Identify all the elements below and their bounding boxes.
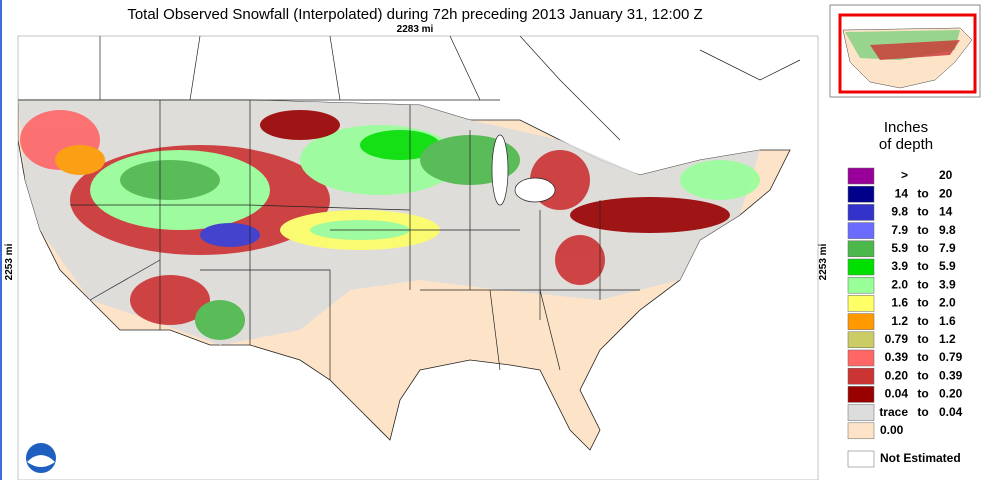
legend-label: 5.9 [939,259,956,273]
inset-frame [838,13,977,94]
legend-label: 0.79 [939,350,963,364]
legend-label: 7.9 [891,223,908,237]
legend-swatch [847,367,875,385]
legend-label: 7.9 [939,241,956,255]
legend-swatch [847,258,875,276]
legend-label: 1.2 [891,314,908,328]
legend-label: 2.0 [891,277,908,291]
legend-label: 0.39 [939,368,963,382]
legend-swatch [847,167,875,185]
legend-label: 9.8 [939,223,956,237]
legend-label: 1.6 [891,296,908,310]
logo-wave [27,455,55,467]
legend-label: 0.39 [885,350,909,364]
legend-swatch [847,295,875,312]
legend-label: to [917,332,928,346]
legend-label: 1.2 [939,332,956,346]
legend-label: 3.9 [939,277,956,291]
legend-label: 9.8 [891,205,908,219]
legend-swatch [847,349,875,367]
legend-label: 0.20 [885,368,909,382]
width-label: 2283 mi [397,24,434,35]
legend-swatch [847,185,875,203]
legend-label: Not Estimated [880,451,961,465]
legend-swatch [847,422,875,440]
legend-label: 14 [895,186,909,200]
legend-label: 0.20 [939,387,963,401]
legend-swatch [847,313,875,330]
legend-swatch [847,450,875,468]
legend-label: to [917,259,928,273]
height-label: 2253 mi [4,243,15,280]
legend-label: 0.04 [939,405,963,419]
legend-swatch [847,276,875,294]
legend-title: Inches [884,119,928,136]
legend-label: 20 [939,168,953,182]
map [17,35,819,481]
legend-label: 3.9 [891,259,908,273]
legend-label: 5.9 [891,241,908,255]
legend-label: to [917,314,928,328]
legend-label: to [917,223,928,237]
legend-label: 14 [939,205,953,219]
inset-map [829,4,981,98]
legend-swatch [847,386,875,403]
legend-swatch [847,331,875,349]
map-title: Total Observed Snowfall (Interpolated) d… [127,6,702,23]
legend-title: of depth [879,136,933,153]
legend-label: to [917,405,928,419]
legend-label: 0.04 [885,387,909,401]
legend-label: to [917,186,928,200]
legend-label: to [917,241,928,255]
legend: >20 14 to 20 9.8 to 14 7.9 to 9.8 5.9 to 7.9 3.9 to 5.9… [847,167,963,468]
legend-swatch [847,204,875,221]
legend-label: 2.0 [939,296,956,310]
height-label: 2253 mi [818,243,829,280]
legend-label: trace [879,405,908,419]
legend-label: 20 [939,186,953,200]
legend-label: 1.6 [939,314,956,328]
legend-label: to [917,350,928,364]
legend-label: to [917,296,928,310]
legend-label: 0.79 [885,332,909,346]
legend-label: to [917,387,928,401]
legend-label: > [901,168,908,182]
legend-swatch [847,222,875,239]
legend-label: 0.00 [880,423,904,437]
legend-label: to [917,205,928,219]
legend-swatch [847,404,875,421]
legend-label: to [917,277,928,291]
legend-swatch [847,240,875,258]
legend-label: to [917,368,928,382]
